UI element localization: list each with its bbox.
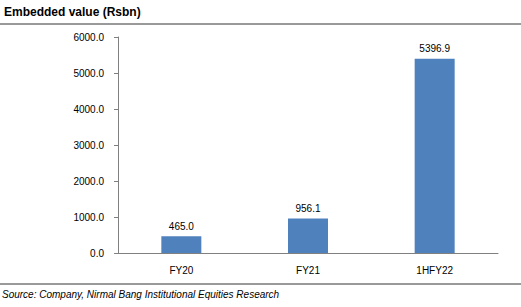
svg-text:1HFY22: 1HFY22 xyxy=(416,265,453,276)
svg-text:956.1: 956.1 xyxy=(295,203,320,214)
svg-text:3000.0: 3000.0 xyxy=(73,140,104,151)
svg-text:2000.0: 2000.0 xyxy=(73,176,104,187)
svg-text:FY20: FY20 xyxy=(169,265,193,276)
svg-text:465.0: 465.0 xyxy=(169,221,194,232)
svg-text:Source: Company, Nirmal Bang I: Source: Company, Nirmal Bang Institution… xyxy=(2,289,280,300)
svg-text:6000.0: 6000.0 xyxy=(73,32,104,43)
svg-text:FY21: FY21 xyxy=(296,265,320,276)
svg-text:4000.0: 4000.0 xyxy=(73,104,104,115)
svg-text:Embedded value (Rsbn): Embedded value (Rsbn) xyxy=(4,5,141,19)
svg-text:0.0: 0.0 xyxy=(90,248,104,259)
svg-text:5396.9: 5396.9 xyxy=(419,43,450,54)
svg-text:1000.0: 1000.0 xyxy=(73,212,104,223)
svg-text:5000.0: 5000.0 xyxy=(73,68,104,79)
